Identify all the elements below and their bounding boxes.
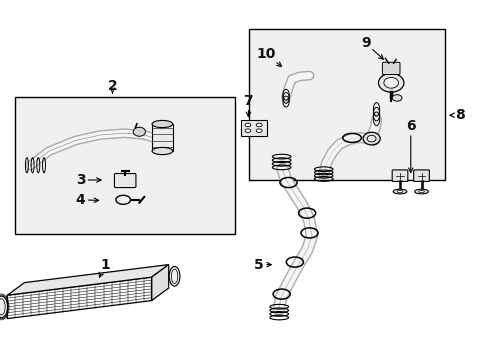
Bar	[249, 29, 444, 180]
Ellipse shape	[244, 129, 250, 132]
Ellipse shape	[378, 73, 403, 92]
Ellipse shape	[362, 132, 380, 145]
FancyBboxPatch shape	[382, 62, 399, 75]
Ellipse shape	[418, 190, 424, 193]
Ellipse shape	[383, 77, 398, 88]
Bar	[15, 97, 234, 234]
Ellipse shape	[256, 123, 262, 127]
Text: 6: 6	[405, 119, 415, 172]
Ellipse shape	[256, 129, 262, 132]
Polygon shape	[7, 265, 168, 295]
Text: 3: 3	[76, 173, 101, 187]
FancyBboxPatch shape	[413, 170, 428, 181]
Ellipse shape	[244, 123, 250, 127]
Ellipse shape	[392, 189, 406, 194]
Ellipse shape	[0, 299, 5, 315]
Text: 10: 10	[256, 47, 281, 67]
Text: 9: 9	[360, 36, 383, 59]
Text: 2: 2	[107, 80, 117, 93]
FancyBboxPatch shape	[114, 174, 136, 188]
Polygon shape	[151, 265, 168, 301]
Text: 5: 5	[254, 258, 271, 271]
Ellipse shape	[169, 266, 180, 286]
Ellipse shape	[414, 189, 427, 194]
Polygon shape	[7, 277, 151, 319]
Ellipse shape	[152, 120, 172, 128]
Ellipse shape	[396, 190, 402, 193]
Polygon shape	[152, 124, 172, 151]
Bar	[240, 120, 267, 136]
FancyBboxPatch shape	[391, 170, 407, 181]
Text: 8: 8	[449, 108, 464, 122]
Text: 4: 4	[76, 193, 99, 207]
Text: 7: 7	[243, 94, 253, 117]
Ellipse shape	[152, 147, 172, 154]
Ellipse shape	[171, 269, 177, 284]
Text: 1: 1	[99, 258, 110, 277]
Ellipse shape	[366, 135, 375, 142]
Ellipse shape	[133, 127, 145, 136]
Ellipse shape	[391, 95, 401, 101]
Ellipse shape	[0, 296, 8, 318]
